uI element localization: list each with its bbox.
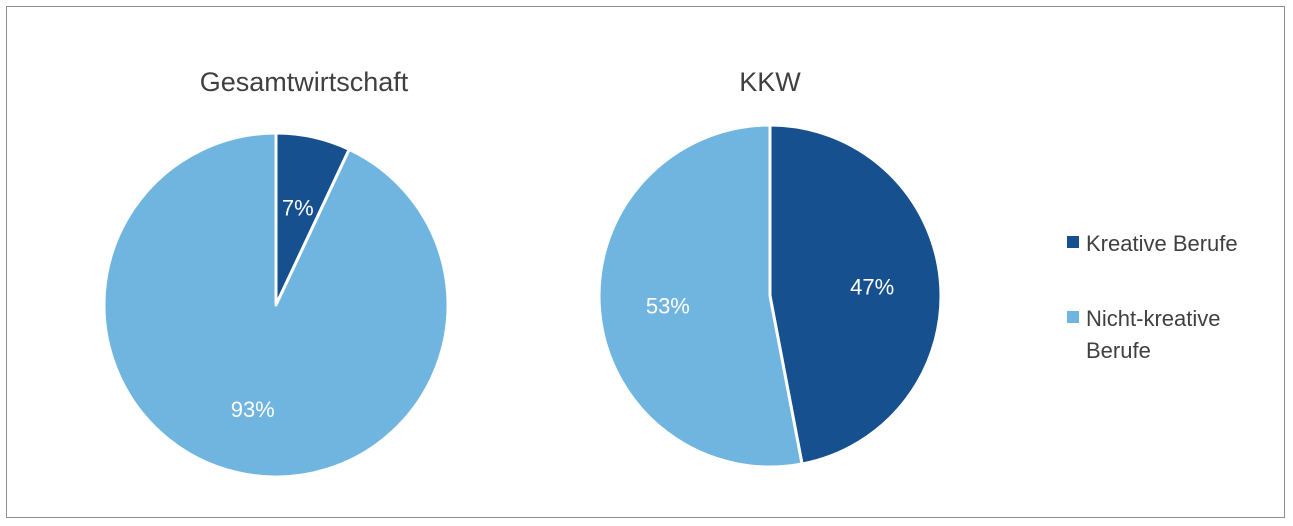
legend-swatch-nicht-kreative-berufe: [1067, 311, 1079, 323]
legend-label-nicht-kreative-line2: Berufe: [1086, 338, 1151, 363]
data-label-kkw-nicht-kreative-berufe: 53%: [646, 294, 690, 319]
legend-label-kreative-berufe: Kreative Berufe: [1086, 231, 1238, 256]
pie-title-kkw: KKW: [739, 67, 801, 97]
data-label-kkw-kreative-berufe: 47%: [850, 274, 894, 299]
pie-slice-kkw-kreative-berufe: [768, 123, 943, 466]
pie-chart-gesamtwirtschaft: 7% 93% Gesamtwirtschaft: [102, 67, 450, 479]
pie-title-gesamtwirtschaft: Gesamtwirtschaft: [200, 67, 409, 97]
legend: Kreative Berufe Nicht-kreative Berufe: [1067, 231, 1238, 363]
legend-label-nicht-kreative-line1: Nicht-kreative: [1086, 306, 1220, 331]
data-label-gesamtwirtschaft-kreative-berufe: 7%: [282, 196, 314, 221]
data-label-gesamtwirtschaft-nicht-kreative-berufe: 93%: [231, 397, 275, 422]
pie-chart-kkw: 47% 53% KKW: [597, 67, 943, 469]
legend-swatch-kreative-berufe: [1067, 236, 1079, 248]
pie-slice-gesamtwirtschaft-nicht-kreative-berufe: [102, 131, 450, 479]
pie-slice-kkw-nicht-kreative-berufe: [597, 123, 804, 469]
